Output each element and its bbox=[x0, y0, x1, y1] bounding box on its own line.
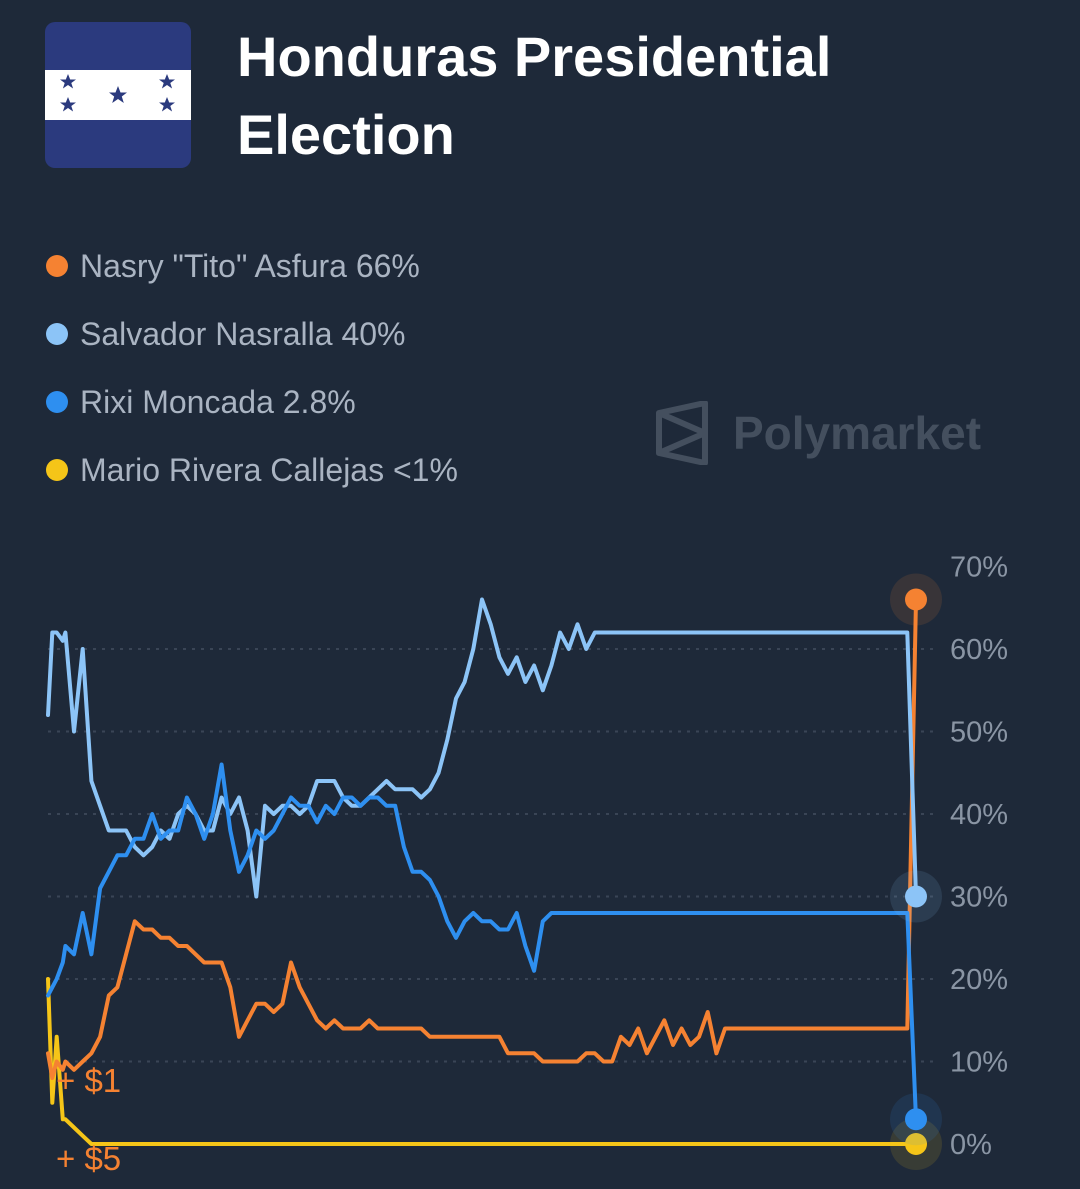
page-title: Honduras Presidential Election bbox=[237, 25, 832, 166]
series-line-mario-rivera-callejas[interactable] bbox=[46, 977, 918, 1146]
y-tick-label: 20% bbox=[950, 964, 1008, 996]
legend-item-nasralla[interactable]: Salvador Nasralla 40% bbox=[46, 300, 458, 368]
endpoint-dot[interactable] bbox=[905, 588, 927, 611]
honduras-flag-icon bbox=[45, 22, 191, 168]
y-tick-label: 60% bbox=[950, 634, 1008, 666]
y-tick-label: 70% bbox=[950, 552, 1008, 584]
series-line-salvador-nasralla[interactable] bbox=[46, 597, 918, 899]
legend-item-moncada[interactable]: Rixi Moncada 2.8% bbox=[46, 368, 458, 436]
chart-legend: Nasry "Tito" Asfura 66% Salvador Nasrall… bbox=[46, 232, 458, 504]
y-tick-label: 50% bbox=[950, 717, 1008, 749]
endpoint-dot[interactable] bbox=[905, 885, 927, 908]
legend-label: Rixi Moncada 2.8% bbox=[80, 383, 356, 420]
legend-dot-icon bbox=[46, 391, 68, 413]
endpoint-dot[interactable] bbox=[905, 1108, 927, 1131]
y-tick-label: 0% bbox=[950, 1129, 992, 1161]
endpoint-dot[interactable] bbox=[905, 1133, 927, 1155]
legend-label: Nasry "Tito" Asfura 66% bbox=[80, 247, 420, 284]
legend-dot-icon bbox=[46, 323, 68, 345]
y-tick-label: 30% bbox=[950, 882, 1008, 914]
y-tick-label: 10% bbox=[950, 1047, 1008, 1079]
watermark-text: Polymarket bbox=[733, 407, 982, 459]
legend-item-rivera[interactable]: Mario Rivera Callejas <1% bbox=[46, 436, 458, 504]
series-line-rixi-moncada[interactable] bbox=[46, 762, 918, 1122]
bet-label-1: + $1 bbox=[56, 1062, 121, 1099]
series-line-nasry-tito-asfura[interactable] bbox=[46, 597, 918, 1080]
bet-label-5: + $5 bbox=[56, 1140, 121, 1177]
polymarket-watermark: Polymarket bbox=[655, 398, 981, 468]
polymarket-logo-icon bbox=[656, 401, 708, 465]
legend-label: Mario Rivera Callejas <1% bbox=[80, 451, 458, 488]
legend-label: Salvador Nasralla 40% bbox=[80, 315, 406, 352]
legend-dot-icon bbox=[46, 459, 68, 481]
y-tick-label: 40% bbox=[950, 799, 1008, 831]
legend-dot-icon bbox=[46, 255, 68, 277]
legend-item-asfura[interactable]: Nasry "Tito" Asfura 66% bbox=[46, 232, 458, 300]
